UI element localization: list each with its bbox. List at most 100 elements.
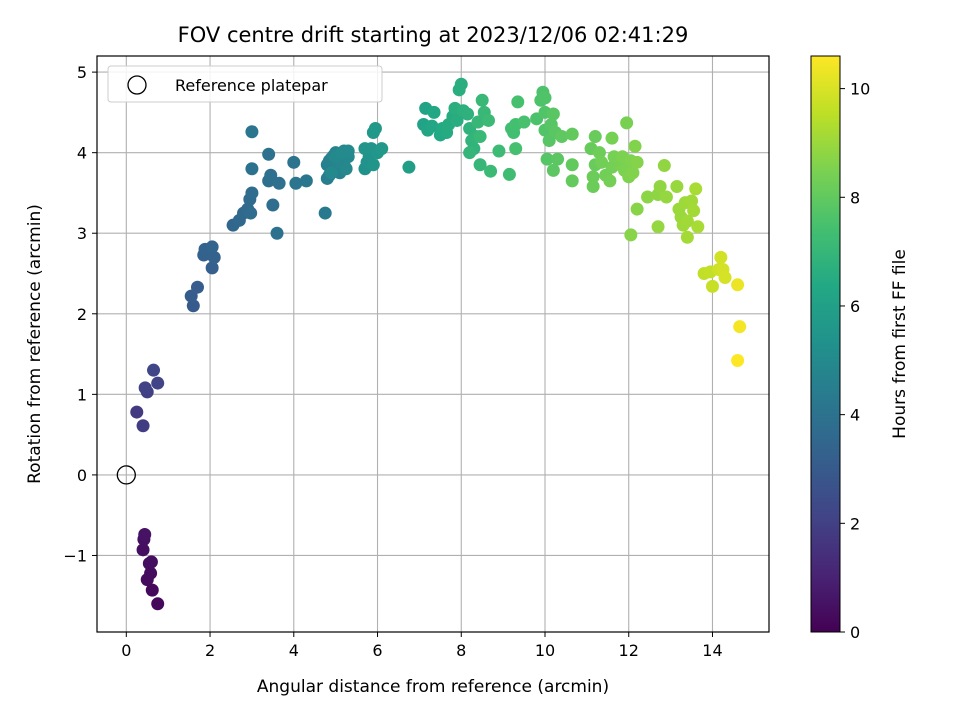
scatter-point [731, 278, 745, 292]
scatter-point [592, 146, 606, 160]
scatter-point [565, 158, 579, 172]
scatter-point [366, 158, 380, 172]
legend-reference-marker [127, 75, 147, 95]
scatter-point [270, 226, 284, 240]
scatter-point [481, 113, 495, 127]
scatter-point [555, 130, 569, 144]
scatter-point [454, 77, 468, 91]
y-tick-label: 5 [77, 63, 87, 82]
scatter-point [151, 597, 165, 611]
scatter-point [657, 159, 671, 173]
scatter-point [287, 155, 301, 169]
scatter-point [339, 162, 353, 176]
scatter-point [375, 142, 389, 156]
scatter-point [245, 162, 259, 176]
plot-area-frame [96, 55, 770, 633]
scatter-point [140, 573, 154, 587]
scatter-point [245, 186, 259, 200]
scatter-point [205, 240, 219, 254]
scatter-point [368, 122, 382, 136]
grid-lines [97, 56, 769, 632]
x-tick-label: 0 [121, 641, 131, 660]
scatter-point [136, 419, 150, 433]
scatter-point [551, 152, 565, 166]
scatter-point [586, 170, 600, 184]
scatter-point [733, 320, 747, 334]
scatter-point [245, 125, 259, 139]
scatter-point [565, 127, 579, 141]
scatter-point [630, 202, 644, 216]
scatter-point [289, 176, 303, 190]
legend-box [107, 65, 383, 103]
scatter-point [714, 250, 728, 264]
scatter-point [630, 155, 644, 169]
reference-platepar-marker [116, 465, 136, 485]
scatter-point [299, 174, 313, 188]
scatter-point [463, 146, 477, 160]
scatter-point [266, 198, 280, 212]
scatter-point [624, 228, 638, 242]
scatter-point [605, 131, 619, 145]
scatter-point [475, 93, 489, 107]
scatter-point [262, 147, 276, 161]
scatter-point [425, 119, 439, 133]
scatter-point [626, 166, 640, 180]
scatter-point [205, 261, 219, 275]
scatter-point [586, 180, 600, 194]
scatter-point [402, 160, 416, 174]
y-tick-label: −1 [63, 546, 87, 565]
scatter-point [138, 528, 152, 542]
scatter-point [145, 583, 159, 597]
scatter-point [190, 280, 204, 294]
scatter-point [207, 250, 221, 264]
y-tick-label: 2 [77, 305, 87, 324]
scatter-point [318, 206, 332, 220]
scatter-point [509, 142, 523, 156]
scatter-point [130, 405, 144, 419]
scatter-point [718, 271, 732, 285]
y-tick-label: 4 [77, 144, 87, 163]
y-axis-ticks: −1 0 1 2 3 4 5 [63, 63, 97, 565]
scatter-point [659, 190, 673, 204]
scatter-point [151, 376, 165, 390]
scatter-point [691, 220, 705, 234]
scatter-point [461, 107, 475, 121]
scatter-point [264, 168, 278, 182]
scatter-point [517, 115, 531, 129]
scatter-point [358, 142, 372, 156]
scatter-point [538, 91, 552, 105]
scatter-point [492, 144, 506, 158]
colorbar-tick-label: 0 [850, 623, 860, 642]
scatter-point [651, 220, 665, 234]
y-tick-label: 3 [77, 224, 87, 243]
x-tick-label: 6 [372, 641, 382, 660]
scatter-point [653, 180, 667, 194]
scatter-point [680, 214, 694, 228]
scatter-point [603, 174, 617, 188]
scatter-point [705, 279, 719, 293]
x-tick-label: 8 [456, 641, 466, 660]
colorbar-tick-label: 6 [850, 297, 860, 316]
y-tick-label: 1 [77, 385, 87, 404]
colorbar-bar [810, 55, 841, 633]
scatter-point [147, 363, 161, 377]
chart-title: FOV centre drift starting at 2023/12/06 … [178, 23, 689, 47]
colorbar-ticks: 0 2 4 6 8 10 [840, 80, 870, 642]
scatter-point [670, 180, 684, 194]
scatter-point [595, 155, 609, 169]
scatter-point [628, 139, 642, 153]
scatter-point [324, 166, 338, 180]
x-axis-label: Angular distance from reference (arcmin) [257, 677, 609, 697]
scatter-point [450, 113, 464, 127]
colorbar-tick-label: 2 [850, 514, 860, 533]
scatter-point [144, 555, 158, 569]
scatter-point [427, 105, 441, 119]
x-tick-label: 4 [289, 641, 299, 660]
scatter-point [138, 381, 152, 395]
x-tick-label: 12 [619, 641, 639, 660]
scatter-point [641, 190, 655, 204]
colorbar-tick-label: 4 [850, 406, 860, 425]
scatter-point [186, 299, 200, 313]
x-tick-label: 10 [535, 641, 555, 660]
scatter-point [565, 174, 579, 188]
